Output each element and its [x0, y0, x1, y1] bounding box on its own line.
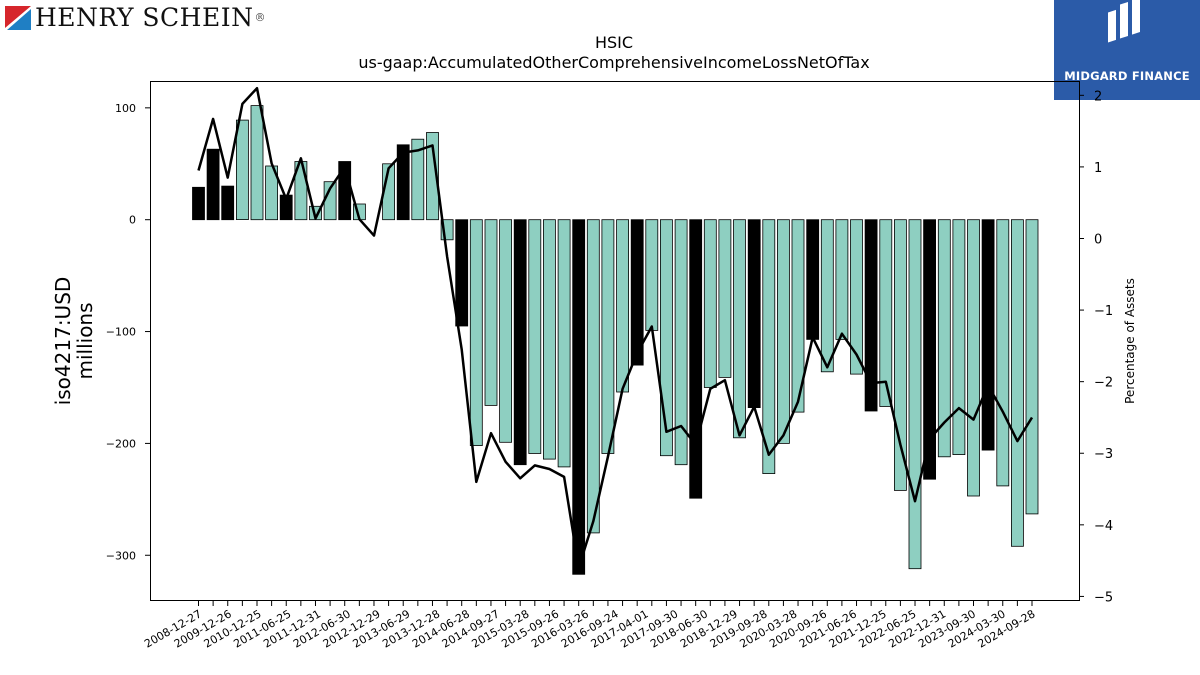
y2-tick-label: 0 [1094, 232, 1102, 247]
x-axis: 2008-12-272009-12-262010-12-252011-06-25… [142, 600, 1038, 651]
plot-frame [150, 81, 1080, 601]
y2-tick-label: 2 [1094, 89, 1102, 104]
bar [513, 219, 527, 466]
bar [557, 219, 571, 468]
percentage-of-assets-line [197, 86, 1034, 570]
bar [469, 219, 483, 446]
bar [791, 219, 805, 413]
bar [645, 219, 659, 331]
chart-subtitle: us-gaap:AccumulatedOtherComprehensiveInc… [358, 53, 869, 72]
y2-tick-label: −2 [1094, 376, 1113, 391]
bar [660, 219, 673, 457]
bar [777, 219, 790, 444]
y-tick-label: −100 [106, 326, 136, 339]
bar [235, 119, 249, 220]
bar [864, 219, 878, 412]
bar [192, 186, 205, 221]
henry-schein-logo: HENRY SCHEIN® [5, 4, 266, 32]
bar [937, 219, 951, 458]
y2-tick-label: −4 [1094, 519, 1113, 534]
bar [996, 219, 1010, 487]
henry-schein-flag-icon [5, 6, 31, 30]
bar [923, 219, 936, 480]
henry-schein-wordmark: HENRY SCHEIN® [35, 3, 266, 32]
y-tick-label: −200 [106, 437, 136, 450]
y2-tick-label: −3 [1094, 447, 1113, 462]
y2-tick-label: 1 [1094, 161, 1102, 176]
bar [455, 219, 469, 327]
bar [689, 219, 703, 499]
bar [1025, 219, 1039, 515]
bar [426, 132, 439, 221]
bar [981, 219, 995, 451]
line-series [197, 86, 1034, 570]
bar [952, 219, 966, 455]
bar [630, 219, 644, 366]
bar [250, 105, 264, 221]
midgard-finance-logo: MIDGARD FINANCE [1054, 0, 1200, 100]
bar [528, 219, 542, 454]
bar [718, 219, 732, 378]
y-axis-right: −5 −4 −3 −2 −1 0 1 2 [1079, 89, 1113, 605]
bar [908, 219, 922, 570]
bar [396, 144, 410, 221]
bar [1011, 219, 1024, 547]
y2-tick-label: −5 [1094, 590, 1113, 605]
bar [206, 148, 220, 221]
y-axis-label: iso4217:USDmillions [51, 277, 97, 406]
bar [967, 219, 980, 497]
y2-axis-label: Percentage of Assets [1123, 278, 1137, 404]
bar [850, 219, 863, 375]
bar [747, 219, 761, 408]
bar [762, 219, 776, 474]
midgard-finance-wordmark: MIDGARD FINANCE [1064, 69, 1190, 83]
bar [674, 219, 688, 466]
bar [279, 194, 293, 221]
bar [601, 219, 615, 454]
bar [221, 185, 235, 221]
midgard-finance-icon [1108, 0, 1140, 43]
bar [806, 219, 820, 340]
bar [835, 219, 849, 340]
bar [894, 219, 907, 491]
bar [703, 219, 717, 388]
y2-tick-label: −1 [1094, 304, 1113, 319]
y-tick-label: 0 [129, 214, 136, 227]
y-axis-label-line: millions [73, 302, 97, 379]
bar [733, 219, 746, 439]
bar [586, 219, 600, 534]
y-tick-label: 100 [115, 102, 136, 115]
bar [484, 219, 498, 406]
bar [543, 219, 556, 460]
y-axis-left: −300 −200 −100 0 100 [106, 102, 150, 562]
bar [499, 219, 513, 443]
bar [572, 219, 586, 575]
bar [411, 138, 425, 221]
bar [820, 219, 834, 373]
bar [616, 219, 629, 393]
bar-series [192, 105, 1039, 575]
y-tick-label: −300 [106, 549, 136, 562]
chart-title: HSIC [595, 33, 633, 52]
bar [879, 219, 893, 407]
y-axis-label-line: iso4217:USD [51, 277, 75, 406]
